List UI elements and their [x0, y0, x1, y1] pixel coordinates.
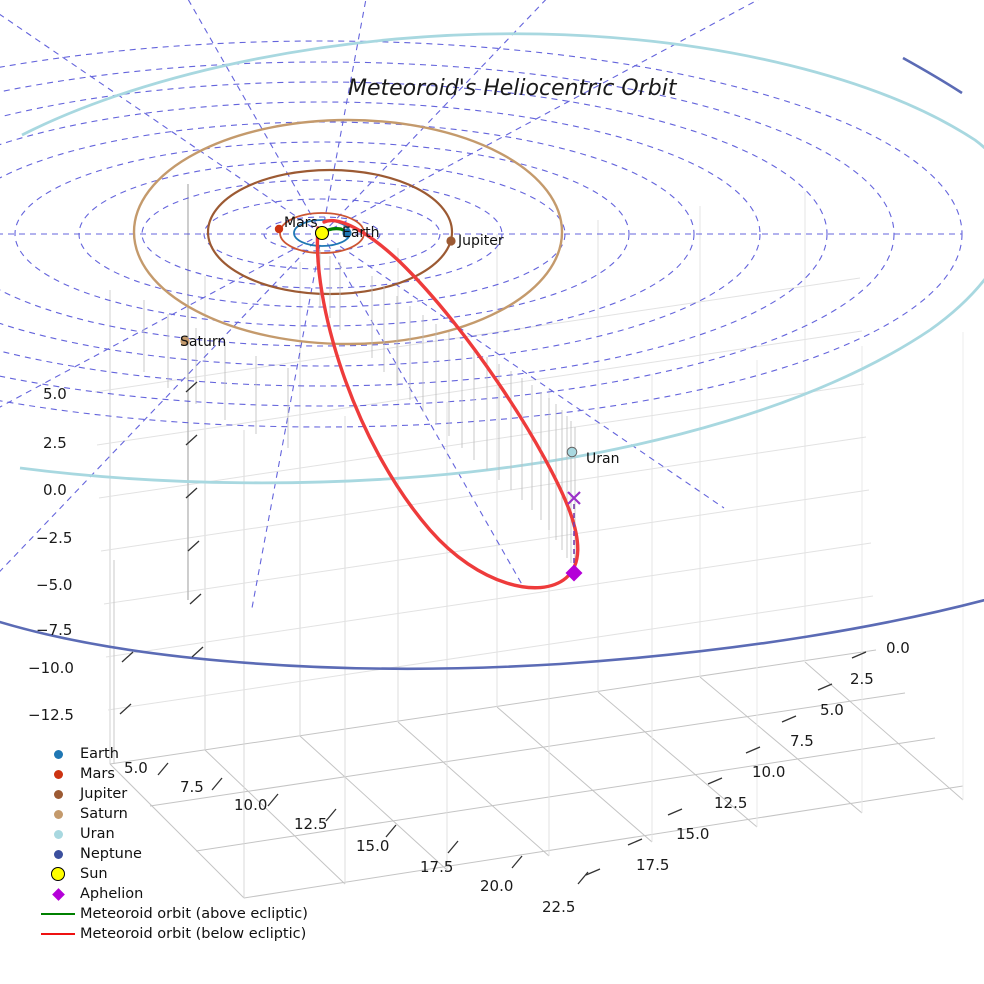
aphelion-cross-icon [567, 491, 581, 505]
legend-marker-glyph [51, 887, 65, 901]
saturn-marker [180, 336, 190, 346]
meteoroid-orbit-below-ecliptic [315, 219, 580, 590]
axis-tick-marks [119, 381, 867, 885]
legend-marker-glyph [53, 789, 63, 799]
legend-item-label: Saturn [80, 806, 128, 822]
legend-dot-icon [36, 867, 80, 881]
uranus-orbit [19, 32, 984, 485]
legend-mars[interactable]: Mars [36, 764, 304, 784]
label-earth: Earth [342, 225, 380, 241]
legend-marker-glyph [41, 933, 75, 935]
legend-item-label: Meteoroid orbit (below ecliptic) [80, 926, 307, 942]
label-uran: Uran [586, 451, 620, 467]
legend-marker-glyph [53, 749, 63, 759]
legend: Earth Mars Jupiter Saturn Uran Neptune Sun Aphe… [36, 744, 308, 944]
legend-marker-glyph [53, 769, 63, 779]
mars-marker [274, 224, 284, 234]
legend-dot-icon [36, 809, 80, 819]
axes-box-grid [94, 184, 964, 899]
y-tick-7: 17.5 [636, 856, 670, 874]
y-tick-1: 2.5 [850, 670, 874, 688]
legend-item-label: Sun [80, 866, 108, 882]
legend-marker-glyph [53, 809, 63, 819]
neptune-orbit [0, 56, 984, 670]
legend-item-label: Earth [80, 746, 119, 762]
x-tick-4: 15.0 [356, 837, 390, 855]
y-tick-4: 10.0 [752, 763, 786, 781]
legend-marker-glyph [53, 829, 63, 839]
legend-uran[interactable]: Uran [36, 824, 304, 844]
legend-item-label: Mars [80, 766, 115, 782]
legend-jupiter[interactable]: Jupiter [36, 784, 304, 804]
uran-marker [566, 446, 578, 458]
legend-item-label: Neptune [80, 846, 142, 862]
legend-line-swatch [36, 933, 80, 935]
legend-orbit-above[interactable]: Meteoroid orbit (above ecliptic) [36, 904, 308, 924]
legend-item-label: Jupiter [80, 786, 128, 802]
planet-markers [180, 224, 578, 458]
legend-line-swatch [36, 913, 80, 915]
legend-saturn[interactable]: Saturn [36, 804, 304, 824]
legend-item-label: Aphelion [80, 886, 144, 902]
x-tick-0: 5.0 [124, 759, 148, 777]
x-tick-7: 22.5 [542, 898, 576, 916]
x-tick-5: 17.5 [420, 858, 454, 876]
y-tick-6: 15.0 [676, 825, 710, 843]
z-tick-0: 5.0 [43, 385, 67, 403]
sun-marker [314, 225, 330, 241]
z-tick-1: 2.5 [43, 434, 67, 452]
legend-dot-icon [36, 829, 80, 839]
z-tick-6: −10.0 [28, 659, 74, 677]
saturn-orbit [132, 118, 564, 346]
page-title: Meteoroid's Heliocentric Orbit [348, 76, 677, 101]
y-tick-2: 5.0 [820, 701, 844, 719]
z-tick-3: −2.5 [36, 529, 73, 547]
aphelion-marker [565, 564, 583, 582]
legend-marker-glyph [53, 849, 63, 859]
orbit-stem-lines [143, 250, 576, 568]
legend-earth[interactable]: Earth [36, 744, 304, 764]
legend-dot-icon [36, 749, 80, 759]
legend-marker-glyph [51, 867, 65, 881]
legend-dot-icon [36, 769, 80, 779]
legend-sun[interactable]: Sun [36, 864, 304, 884]
legend-item-label: Uran [80, 826, 115, 842]
z-tick-2: 0.0 [43, 481, 67, 499]
legend-aphelion[interactable]: Aphelion [36, 884, 304, 904]
legend-marker-glyph [41, 913, 75, 915]
x-tick-3: 12.5 [294, 815, 328, 833]
legend-item-label: Meteoroid orbit (above ecliptic) [80, 906, 308, 922]
legend-dot-icon [36, 789, 80, 799]
legend-dot-icon [36, 849, 80, 859]
y-tick-0: 0.0 [886, 639, 910, 657]
legend-orbit-below[interactable]: Meteoroid orbit (below ecliptic) [36, 924, 307, 944]
label-jupiter: Jupiter [458, 233, 504, 249]
label-saturn: Saturn [180, 334, 227, 350]
jupiter-marker [446, 236, 456, 246]
aphelion-markers [565, 491, 583, 582]
x-tick-2: 10.0 [234, 796, 268, 814]
earth-marker [342, 228, 352, 238]
y-tick-3: 7.5 [790, 732, 814, 750]
z-tick-4: −5.0 [36, 576, 73, 594]
label-mars: Mars [284, 215, 318, 231]
z-tick-7: −12.5 [28, 706, 74, 724]
y-tick-5: 12.5 [714, 794, 748, 812]
x-tick-1: 7.5 [180, 778, 204, 796]
legend-diamond-icon [36, 887, 80, 901]
legend-neptune[interactable]: Neptune [36, 844, 304, 864]
z-tick-5: −7.5 [36, 621, 73, 639]
x-tick-6: 20.0 [480, 877, 514, 895]
